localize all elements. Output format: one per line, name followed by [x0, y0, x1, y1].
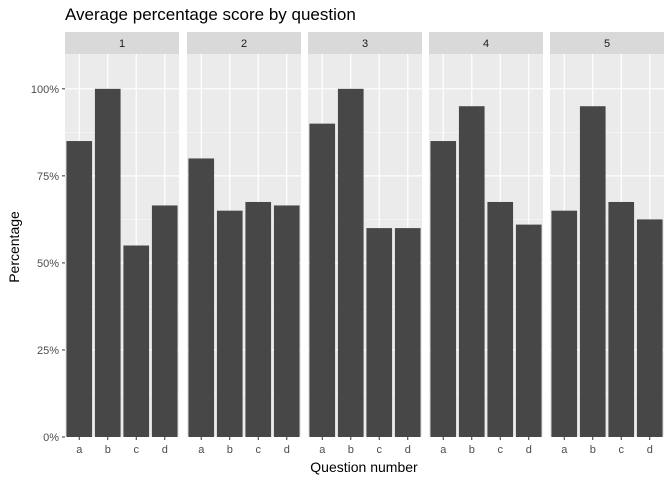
- facet-strip: [187, 32, 301, 54]
- bar-2-b: [216, 210, 243, 437]
- x-tick-label: a: [76, 444, 83, 456]
- bar-1-d: [151, 205, 178, 437]
- y-tick-label: 75%: [37, 171, 59, 183]
- bar-3-c: [366, 228, 393, 437]
- x-tick-label: c: [619, 444, 625, 456]
- y-axis: 0% 25% 50% 75% 100%: [31, 84, 65, 444]
- bar-2-d: [273, 205, 300, 437]
- x-tick-label: b: [590, 444, 596, 456]
- x-tick-label: a: [319, 444, 326, 456]
- x-tick-label: c: [256, 444, 262, 456]
- facet-panels: 1 a b c d 2 a b c d 3 a b c d 4 a b c d 5 a b c d: [65, 32, 664, 456]
- y-axis-title: Percentage: [6, 211, 22, 283]
- chart-title: Average percentage score by question: [65, 5, 356, 24]
- bar-3-d: [394, 228, 421, 437]
- bar-4-d: [515, 224, 542, 437]
- bar-4-a: [430, 141, 457, 437]
- x-tick-label: a: [561, 444, 568, 456]
- x-tick-label: d: [162, 444, 168, 456]
- facet-panel-5: 5 a b c d: [550, 32, 664, 456]
- x-tick-label: a: [440, 444, 447, 456]
- x-tick-label: b: [105, 444, 111, 456]
- facet-panel-2: 2 a b c d: [187, 32, 301, 456]
- bar-1-b: [94, 88, 121, 438]
- bar-5-a: [551, 210, 578, 437]
- x-tick-label: d: [405, 444, 411, 456]
- bar-5-d: [636, 219, 663, 437]
- x-tick-label: a: [198, 444, 205, 456]
- facet-panel-4: 4 a b c d: [429, 32, 543, 456]
- y-tick-label: 50%: [37, 258, 59, 270]
- bar-5-b: [579, 106, 606, 438]
- x-tick-label: c: [134, 444, 140, 456]
- bar-4-c: [487, 201, 514, 437]
- facet-strip: [308, 32, 422, 54]
- facet-strip: [429, 32, 543, 54]
- facet-strip-label: 5: [604, 38, 610, 50]
- facet-strip-label: 1: [119, 38, 125, 50]
- facet-panel-1: 1 a b c d: [65, 32, 179, 456]
- bar-3-a: [309, 123, 336, 438]
- bar-4-b: [458, 106, 485, 438]
- facet-strip: [550, 32, 664, 54]
- x-tick-label: d: [526, 444, 532, 456]
- facet-strip: [65, 32, 179, 54]
- y-tick-label: 25%: [37, 345, 59, 357]
- x-tick-label: d: [647, 444, 653, 456]
- x-tick-label: b: [348, 444, 354, 456]
- facet-strip-label: 4: [483, 38, 489, 50]
- x-tick-label: d: [284, 444, 290, 456]
- x-tick-label: b: [469, 444, 475, 456]
- facet-panel-3: 3 a b c d: [308, 32, 422, 456]
- facet-strip-label: 3: [362, 38, 368, 50]
- x-tick-label: b: [227, 444, 233, 456]
- x-axis-title: Question number: [310, 459, 418, 475]
- facet-strip-label: 2: [241, 38, 247, 50]
- x-tick-label: c: [498, 444, 504, 456]
- bar-1-c: [123, 245, 150, 437]
- bar-3-b: [337, 88, 364, 438]
- bar-2-c: [245, 201, 272, 437]
- y-tick-label: 0%: [43, 432, 59, 444]
- x-tick-label: c: [377, 444, 383, 456]
- bar-2-a: [188, 158, 215, 438]
- bar-1-a: [66, 141, 93, 437]
- bar-5-c: [608, 201, 635, 437]
- y-tick-label: 100%: [31, 84, 59, 96]
